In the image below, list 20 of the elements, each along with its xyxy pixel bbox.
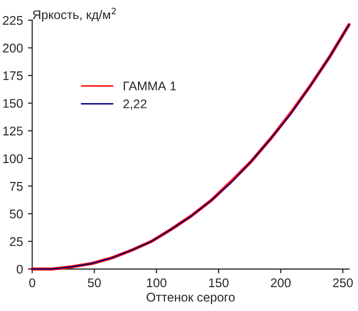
y-tick-label: 150 xyxy=(3,98,23,108)
legend-label: ГАММА 1 xyxy=(124,82,176,90)
y-tick-label: 100 xyxy=(3,154,23,164)
x-axis-title: Оттенок серого xyxy=(146,292,235,304)
x-tick-label: 150 xyxy=(209,278,229,288)
y-axis-title: Яркость, кд/м$^{2}$ xyxy=(32,8,116,22)
y-tick-label: 50 xyxy=(10,210,23,218)
y-tick-label: 25 xyxy=(10,237,23,246)
x-tick-label: 100 xyxy=(146,278,166,288)
y-tick-label: 125 xyxy=(3,126,23,136)
x-tick-label: 50 xyxy=(88,278,101,288)
x-tick-label: 250 xyxy=(333,278,353,288)
x-tick-label: 200 xyxy=(270,278,291,288)
y-tick-label: 225 xyxy=(2,16,23,25)
y-tick-label: 175 xyxy=(3,71,23,80)
x-tick-label: 0 xyxy=(29,278,36,288)
y-tick-label: 0 xyxy=(16,264,23,274)
y-tick-label: 200 xyxy=(2,44,23,53)
legend-label: 2,22 xyxy=(123,99,146,110)
y-tick-label: 75 xyxy=(10,182,23,191)
